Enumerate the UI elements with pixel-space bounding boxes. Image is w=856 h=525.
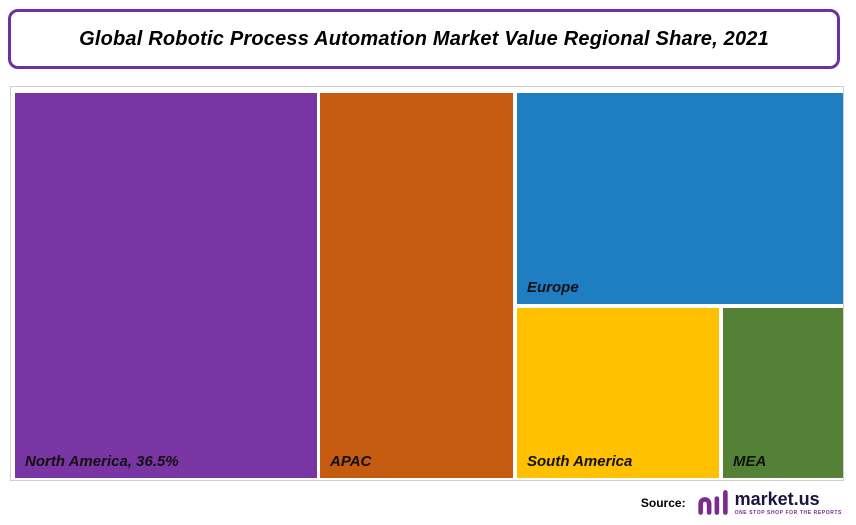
treemap-cell-europe: Europe	[517, 93, 843, 304]
treemap-cell-north-america: North America, 36.5%	[15, 93, 317, 478]
market-us-tagline: ONE STOP SHOP FOR THE REPORTS	[734, 509, 842, 516]
market-us-logo-icon	[696, 489, 730, 516]
chart-title-box: Global Robotic Process Automation Market…	[8, 9, 840, 69]
cell-label-apac: APAC	[330, 453, 372, 470]
cell-label-mea: MEA	[733, 453, 767, 470]
cell-label-europe: Europe	[527, 279, 579, 296]
cell-label-north-america: North America, 36.5%	[25, 453, 179, 470]
source-label: Source:	[640, 495, 686, 510]
treemap-cell-apac: APAC	[320, 93, 513, 478]
market-us-brand: market.us	[734, 488, 820, 509]
treemap-cell-mea: MEA	[723, 308, 843, 478]
market-us-logo-text: market.us ONE STOP SHOP FOR THE REPORTS	[735, 490, 842, 516]
market-us-logo: market.us ONE STOP SHOP FOR THE REPORTS	[696, 489, 842, 516]
source-row: Source: market.us ONE STOP SHOP FOR THE …	[641, 489, 842, 516]
chart-title: Global Robotic Process Automation Market…	[79, 27, 769, 50]
treemap-plot: North America, 36.5% APAC Europe South A…	[10, 86, 844, 481]
treemap-cell-south-america: South America	[517, 308, 719, 478]
cell-label-south-america: South America	[527, 453, 633, 470]
